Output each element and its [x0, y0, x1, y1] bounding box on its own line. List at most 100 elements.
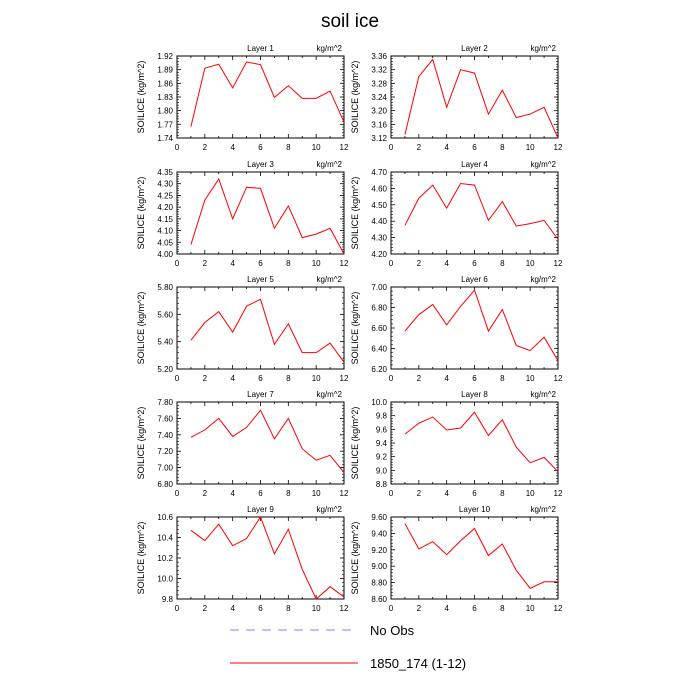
x-tick-label: 8: [500, 604, 505, 613]
plot-frame: [390, 401, 559, 485]
chart-panel: Layer 4 kg/m^2 SOILICE (kg/m^2) 0 2 4 6 8 10 12 4.…: [350, 160, 563, 268]
x-tick-label: 6: [472, 489, 477, 498]
x-tick-label: 2: [203, 374, 208, 383]
y-tick-label: 1.89: [157, 66, 173, 75]
x-tick-label: 12: [340, 374, 349, 383]
y-tick-label: 6.40: [371, 345, 387, 354]
plot-frame: [390, 171, 559, 255]
series-line: [404, 411, 559, 473]
x-tick-label: 12: [554, 489, 563, 498]
panel-units: kg/m^2: [316, 390, 342, 399]
y-tick-label: 8.80: [371, 579, 387, 588]
panel-title: Layer 2: [461, 44, 488, 53]
x-tick-label: 6: [472, 604, 477, 613]
plot-frame: [390, 55, 559, 139]
y-axis-label: SOILICE (kg/m^2): [350, 61, 360, 134]
x-tick-label: 4: [230, 604, 235, 613]
x-tick-label: 2: [417, 489, 422, 498]
x-tick-label: 10: [526, 374, 535, 383]
panel-title: Layer 6: [461, 275, 488, 284]
y-axis-label: SOILICE (kg/m^2): [350, 522, 360, 595]
y-tick-label: 3.28: [371, 79, 387, 88]
series-line: [404, 182, 559, 240]
y-tick-label: 6.80: [157, 480, 173, 489]
y-tick-label: 3.12: [371, 134, 387, 143]
x-tick-label: 0: [389, 604, 394, 613]
x-tick-label: 0: [175, 259, 180, 268]
x-tick-label: 0: [175, 374, 180, 383]
x-tick-label: 2: [417, 374, 422, 383]
x-tick-label: 10: [526, 259, 535, 268]
plot-frame: [176, 171, 345, 255]
x-tick-label: 4: [444, 604, 449, 613]
x-tick-label: 6: [258, 374, 263, 383]
plot-frame: [176, 401, 345, 485]
x-tick-label: 12: [554, 259, 563, 268]
panel-units: kg/m^2: [316, 44, 342, 53]
series-line: [190, 515, 345, 600]
x-tick-label: 6: [258, 489, 263, 498]
y-tick-label: 9.6: [376, 425, 388, 434]
y-tick-label: 1.83: [157, 93, 173, 102]
plot-frame: [176, 516, 345, 600]
y-tick-label: 10.2: [157, 554, 173, 563]
y-tick-label: 6.60: [371, 324, 387, 333]
panel-units: kg/m^2: [316, 505, 342, 514]
x-tick-label: 12: [340, 604, 349, 613]
y-tick-label: 4.00: [157, 250, 173, 259]
x-tick-label: 8: [286, 604, 291, 613]
y-axis-label: SOILICE (kg/m^2): [136, 177, 146, 250]
panel-units: kg/m^2: [316, 160, 342, 169]
y-tick-label: 5.20: [157, 365, 173, 374]
x-tick-label: 4: [230, 259, 235, 268]
x-tick-label: 6: [472, 143, 477, 152]
y-tick-label: 9.2: [376, 453, 388, 462]
y-tick-label: 1.74: [157, 134, 173, 143]
series-line: [404, 289, 559, 362]
x-tick-label: 4: [444, 143, 449, 152]
x-tick-label: 12: [340, 489, 349, 498]
x-tick-label: 12: [554, 604, 563, 613]
chart-panel: Layer 2 kg/m^2 SOILICE (kg/m^2) 0 2 4 6 8 10 12 3.…: [350, 44, 563, 152]
x-tick-label: 8: [286, 259, 291, 268]
x-tick-label: 4: [230, 489, 235, 498]
x-tick-label: 0: [389, 143, 394, 152]
y-tick-label: 7.60: [157, 414, 173, 423]
x-tick-label: 6: [258, 143, 263, 152]
x-tick-label: 6: [258, 604, 263, 613]
y-tick-label: 4.20: [157, 203, 173, 212]
y-axis-label: SOILICE (kg/m^2): [136, 292, 146, 365]
x-tick-label: 10: [312, 259, 321, 268]
legend-label-run: 1850_174 (1-12): [370, 656, 466, 671]
y-tick-label: 9.8: [376, 412, 388, 421]
x-tick-label: 2: [203, 604, 208, 613]
y-tick-label: 1.86: [157, 79, 173, 88]
x-tick-label: 2: [417, 143, 422, 152]
y-tick-label: 10.4: [157, 534, 173, 543]
panel-units: kg/m^2: [530, 160, 556, 169]
series-line: [190, 61, 345, 127]
x-tick-label: 12: [554, 143, 563, 152]
x-tick-label: 2: [203, 489, 208, 498]
y-tick-label: 7.00: [157, 464, 173, 473]
series-line: [404, 58, 559, 139]
panel-units: kg/m^2: [530, 44, 556, 53]
y-tick-label: 9.0: [376, 466, 388, 475]
plot-frame: [390, 286, 559, 370]
x-tick-label: 10: [312, 604, 321, 613]
y-tick-label: 1.92: [157, 52, 173, 61]
x-tick-label: 4: [444, 259, 449, 268]
y-axis-label: SOILICE (kg/m^2): [350, 292, 360, 365]
x-tick-label: 8: [286, 374, 291, 383]
x-tick-label: 6: [472, 259, 477, 268]
chart-panel: Layer 7 kg/m^2 SOILICE (kg/m^2) 0 2 4 6 8 10 12 6.…: [136, 390, 349, 498]
y-tick-label: 4.20: [371, 250, 387, 259]
y-tick-label: 4.15: [157, 215, 173, 224]
x-tick-label: 4: [230, 374, 235, 383]
y-tick-label: 9.00: [371, 562, 387, 571]
y-tick-label: 7.40: [157, 431, 173, 440]
x-tick-label: 2: [203, 143, 208, 152]
y-tick-label: 10.0: [157, 575, 173, 584]
x-tick-label: 8: [286, 489, 291, 498]
y-tick-label: 9.8: [162, 595, 174, 604]
